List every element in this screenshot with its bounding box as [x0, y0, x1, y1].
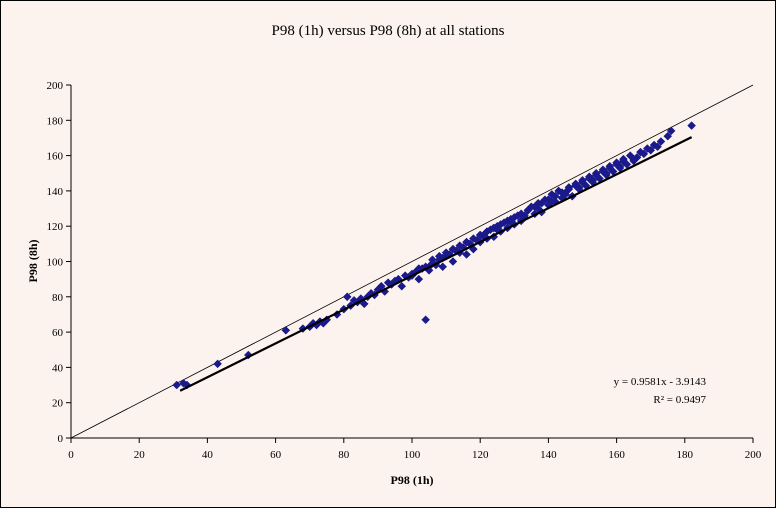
data-point	[619, 156, 628, 166]
data-point	[666, 126, 676, 136]
trendline-segment	[179, 136, 693, 392]
x-tick-label: 20	[134, 449, 146, 461]
data-point	[639, 149, 649, 159]
data-point	[523, 205, 533, 215]
x-tick-label: 120	[472, 449, 489, 461]
y-tick-label: 200	[47, 80, 64, 92]
trendline-equation: y = 0.9581x - 3.9143	[614, 376, 707, 388]
data-point	[489, 223, 499, 233]
data-point	[571, 181, 581, 190]
y-tick-label: 160	[47, 151, 64, 163]
y-tick-label: 0	[58, 433, 64, 445]
data-point	[342, 292, 352, 302]
data-point	[537, 198, 546, 208]
y-tick-label: 180	[47, 115, 64, 127]
y-tick-label: 40	[52, 362, 64, 374]
data-point	[496, 220, 506, 229]
data-point	[482, 227, 492, 236]
data-point	[448, 244, 458, 254]
data-point	[462, 250, 471, 259]
data-point	[421, 315, 430, 325]
data-point	[687, 121, 696, 130]
y-tick-label: 120	[47, 221, 64, 233]
data-point	[281, 325, 291, 335]
x-tick-label: 40	[202, 449, 214, 461]
data-point	[414, 274, 424, 284]
data-point	[475, 230, 485, 240]
data-point	[530, 202, 540, 212]
x-tick-label: 80	[338, 449, 350, 461]
data-point	[663, 131, 673, 141]
data-point	[469, 234, 478, 243]
data-point	[629, 154, 639, 164]
x-tick-label: 140	[540, 449, 557, 461]
data-point	[516, 209, 526, 219]
x-tick-label: 100	[404, 449, 421, 461]
y-axis-label: P98 (8h)	[26, 240, 40, 283]
r-squared-label: R² = 0.9497	[653, 394, 706, 406]
data-point	[557, 188, 567, 198]
data-points	[172, 121, 696, 390]
data-point	[509, 213, 519, 222]
reference-line-segment	[70, 84, 754, 439]
data-point	[455, 241, 465, 250]
y-tick-label: 80	[52, 292, 64, 304]
data-point	[615, 161, 625, 171]
data-point	[564, 184, 574, 194]
data-point	[591, 170, 601, 180]
x-tick-label: 160	[608, 449, 625, 461]
data-point	[646, 145, 656, 155]
y-tick-label: 100	[47, 257, 64, 269]
data-point	[578, 177, 587, 187]
x-tick-label: 60	[270, 449, 282, 461]
data-point	[550, 191, 560, 201]
x-tick-label: 180	[677, 449, 694, 461]
data-point	[462, 237, 471, 247]
chart-title: P98 (1h) versus P98 (8h) at all stations	[272, 23, 505, 39]
data-point	[656, 137, 666, 146]
data-point	[434, 251, 444, 261]
data-point	[605, 163, 615, 173]
data-point	[503, 216, 512, 226]
data-point	[598, 167, 608, 176]
data-point	[448, 257, 458, 266]
data-point	[441, 248, 451, 258]
data-point	[428, 255, 437, 265]
x-tick-label: 0	[68, 449, 74, 461]
data-point	[213, 359, 222, 369]
y-tick-label: 140	[47, 186, 64, 198]
data-point	[544, 195, 553, 205]
data-point	[359, 299, 369, 309]
reference-line	[70, 84, 754, 439]
x-tick-label: 200	[745, 449, 762, 461]
x-axis-ticks: 0 20 40 60 80 100 120 140 160 180 200	[68, 438, 762, 461]
data-point	[438, 262, 448, 272]
data-point	[653, 142, 662, 152]
y-tick-label: 60	[52, 327, 64, 339]
data-point	[172, 380, 182, 390]
data-point	[584, 174, 594, 183]
y-axis-ticks: 0 20 40 60 80 100 120 140 160 180 200	[47, 80, 71, 445]
trendline	[179, 136, 693, 392]
y-tick-label: 20	[52, 398, 64, 410]
x-axis-label: P98 (1h)	[391, 473, 434, 487]
data-point	[397, 281, 407, 291]
